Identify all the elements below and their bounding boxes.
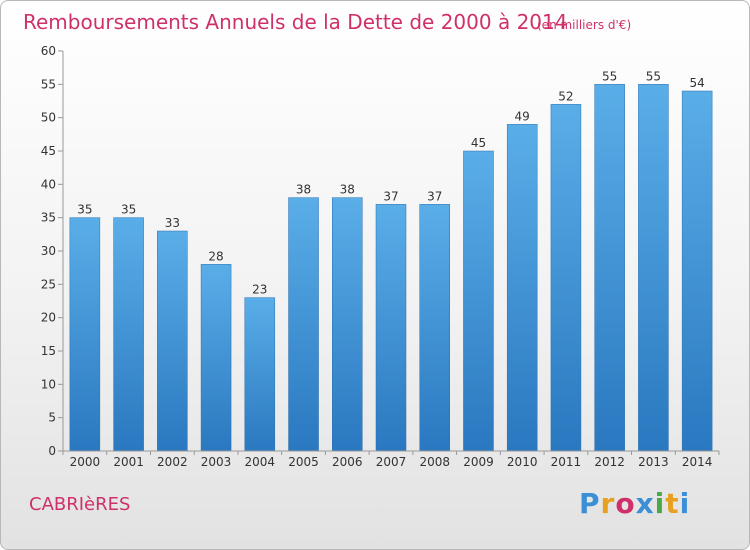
bar-value-label: 45 bbox=[471, 136, 486, 150]
y-tick-label: 20 bbox=[41, 311, 56, 325]
x-tick-label: 2008 bbox=[419, 455, 450, 469]
x-tick-label: 2014 bbox=[682, 455, 713, 469]
x-tick-label: 2011 bbox=[551, 455, 582, 469]
x-tick-label: 2001 bbox=[113, 455, 144, 469]
x-tick-label: 2003 bbox=[201, 455, 232, 469]
x-tick-label: 2006 bbox=[332, 455, 363, 469]
bar-value-label: 52 bbox=[558, 89, 573, 103]
logo-letter: i bbox=[679, 487, 691, 520]
bar-value-label: 37 bbox=[383, 189, 398, 203]
y-tick-label: 35 bbox=[41, 211, 56, 225]
bar-2002 bbox=[157, 230, 188, 452]
bar-2012 bbox=[594, 84, 625, 452]
chart-title: Remboursements Annuels de la Dette de 20… bbox=[23, 10, 567, 34]
x-tick-label: 2009 bbox=[463, 455, 494, 469]
bar-2007 bbox=[375, 204, 407, 452]
x-tick-label: 2007 bbox=[376, 455, 407, 469]
x-tick-label: 2010 bbox=[507, 455, 538, 469]
y-tick-label: 5 bbox=[48, 411, 56, 425]
bar-value-label: 49 bbox=[515, 109, 530, 123]
commune-name: CABRIèRES bbox=[29, 494, 131, 515]
y-tick-label: 55 bbox=[41, 77, 56, 91]
bar-value-label: 35 bbox=[121, 203, 136, 217]
bar-2011 bbox=[550, 104, 582, 452]
bar-value-label: 37 bbox=[427, 189, 442, 203]
bar-2004 bbox=[244, 297, 276, 452]
bar-value-label: 55 bbox=[602, 69, 617, 83]
bar-2009 bbox=[463, 150, 494, 452]
x-tick-label: 2012 bbox=[594, 455, 625, 469]
x-tick-label: 2000 bbox=[70, 455, 101, 469]
bar-2003 bbox=[200, 264, 232, 452]
y-axis: 0 5 10 15 20 25 30 35 40 45 50 55 60 bbox=[41, 44, 64, 458]
bar-2008 bbox=[419, 204, 450, 452]
bar-value-label: 28 bbox=[208, 249, 223, 263]
y-tick-label: 45 bbox=[41, 144, 56, 158]
bar-value-label: 38 bbox=[340, 183, 355, 197]
y-tick-label: 25 bbox=[41, 277, 56, 291]
bar-value-label: 38 bbox=[296, 183, 311, 197]
y-tick-label: 15 bbox=[41, 344, 56, 358]
x-tick-label: 2004 bbox=[245, 455, 276, 469]
bar-value-label: 33 bbox=[165, 216, 180, 230]
bar-value-label: 35 bbox=[77, 203, 92, 217]
y-tick-label: 40 bbox=[41, 177, 56, 191]
bar-2001 bbox=[113, 217, 144, 452]
x-tick-label: 2002 bbox=[157, 455, 188, 469]
y-tick-label: 30 bbox=[41, 244, 56, 258]
x-tick-label: 2005 bbox=[288, 455, 319, 469]
bar-2013 bbox=[638, 84, 669, 452]
y-tick-label: 0 bbox=[48, 444, 56, 458]
logo-letter: x bbox=[635, 487, 655, 520]
x-tick-label: 2013 bbox=[638, 455, 669, 469]
y-tick-label: 60 bbox=[41, 44, 56, 58]
logo-letter: i bbox=[654, 487, 666, 520]
bar-value-label: 54 bbox=[689, 76, 704, 90]
y-tick-label: 50 bbox=[41, 111, 56, 125]
bar-2014 bbox=[681, 90, 713, 452]
x-axis: 2000 2001 2002 2003 2004 2005 2006 2007 2008 2009… bbox=[62, 450, 720, 469]
chart-subtitle: (en milliers d'€) bbox=[537, 18, 631, 32]
bar-2000 bbox=[69, 217, 101, 452]
bar-2006 bbox=[332, 197, 363, 452]
logo-letter: t bbox=[665, 487, 680, 520]
bars-group: 35 35 33 28 23 38 38 37 37 45 49 52 55 55 54 bbox=[69, 69, 713, 452]
logo-letter: o bbox=[615, 487, 636, 520]
proxiti-logo: Proxiti bbox=[579, 487, 690, 520]
bar-2010 bbox=[506, 124, 538, 452]
logo-letter: P bbox=[579, 487, 601, 520]
bar-value-label: 55 bbox=[646, 69, 661, 83]
y-tick-label: 10 bbox=[41, 377, 56, 391]
logo-letter: r bbox=[600, 487, 616, 520]
bar-value-label: 23 bbox=[252, 283, 267, 297]
bar-2005 bbox=[288, 197, 319, 452]
